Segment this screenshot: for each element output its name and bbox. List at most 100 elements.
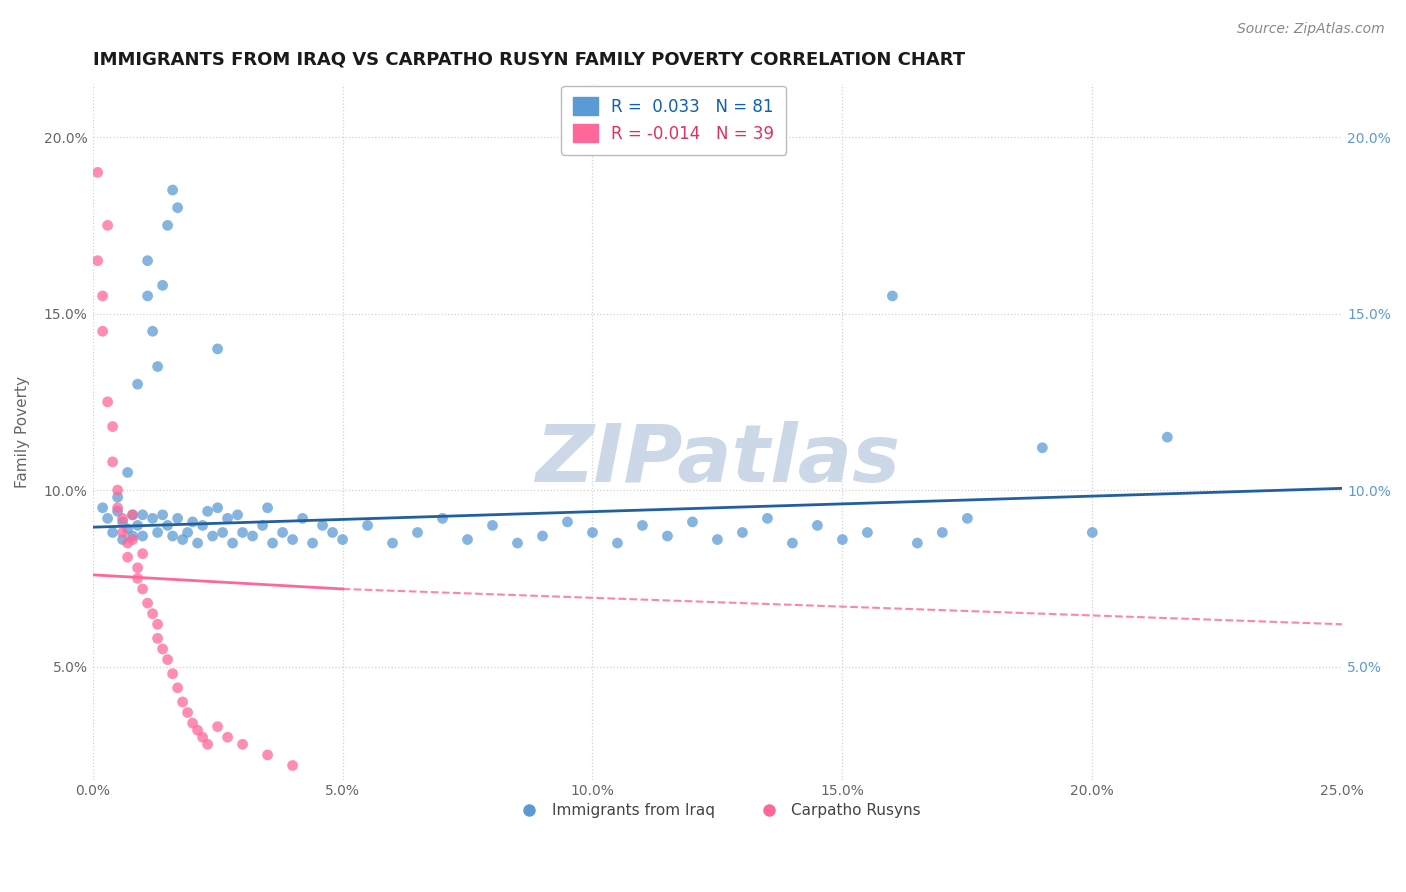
Point (207, 500, 229, 515)
Point (176, 525, 198, 540)
Point (232, 737, 254, 751)
Point (111, 515, 134, 529)
Point (101, 525, 124, 540)
Point (1156, 430, 1178, 444)
Point (121, 508, 143, 522)
Point (156, 219, 179, 233)
Point (131, 508, 153, 522)
Point (136, 289, 159, 303)
Point (146, 525, 169, 540)
Point (301, 536, 323, 550)
Point (172, 695, 194, 709)
Point (191, 518, 214, 533)
Point (531, 529, 554, 543)
Point (131, 529, 153, 543)
Point (207, 720, 229, 734)
Point (136, 253, 159, 268)
Point (457, 533, 479, 547)
Point (506, 536, 529, 550)
Point (131, 547, 153, 561)
Point (782, 536, 804, 550)
Point (142, 324, 165, 338)
Point (406, 525, 429, 540)
Point (127, 518, 149, 533)
Point (322, 525, 344, 540)
Point (142, 511, 165, 525)
Point (172, 533, 194, 547)
Point (197, 504, 219, 518)
Point (191, 731, 214, 745)
Point (86, 165, 108, 179)
Point (481, 518, 503, 533)
Point (232, 525, 254, 540)
Point (1081, 525, 1104, 540)
Point (152, 642, 174, 657)
Point (146, 359, 169, 374)
Point (146, 617, 169, 632)
Point (657, 529, 679, 543)
Point (146, 632, 169, 646)
Point (252, 518, 274, 533)
Point (156, 652, 179, 666)
Point (117, 550, 139, 565)
Point (226, 508, 249, 522)
Text: IMMIGRANTS FROM IRAQ VS CARPATHO RUSYN FAMILY POVERTY CORRELATION CHART: IMMIGRANTS FROM IRAQ VS CARPATHO RUSYN F… (93, 51, 965, 69)
Point (166, 201, 188, 215)
Point (806, 518, 828, 533)
Point (121, 508, 143, 522)
Point (91, 500, 114, 515)
Point (882, 289, 904, 303)
Point (121, 529, 143, 543)
Point (381, 536, 404, 550)
Point (136, 596, 159, 610)
Text: ZIPatlas: ZIPatlas (534, 421, 900, 499)
Point (97, 511, 120, 525)
Point (681, 515, 703, 529)
Point (101, 455, 124, 469)
Point (162, 666, 184, 681)
Point (166, 511, 188, 525)
Point (107, 483, 129, 497)
Point (187, 536, 209, 550)
Point (856, 525, 879, 540)
Point (291, 511, 314, 525)
Y-axis label: Family Poverty: Family Poverty (15, 376, 30, 488)
Point (432, 511, 454, 525)
Point (121, 533, 143, 547)
Point (142, 607, 165, 621)
Point (176, 706, 198, 720)
Legend: Immigrants from Iraq, Carpatho Rusyns: Immigrants from Iraq, Carpatho Rusyns (508, 797, 927, 824)
Point (166, 681, 188, 695)
Point (706, 533, 728, 547)
Point (162, 183, 184, 197)
Point (756, 511, 779, 525)
Point (356, 518, 378, 533)
Point (152, 278, 174, 293)
Point (207, 342, 229, 356)
Point (606, 536, 628, 550)
Point (256, 747, 278, 762)
Point (97, 219, 120, 233)
Point (127, 377, 149, 392)
Point (111, 533, 134, 547)
Point (152, 508, 174, 522)
Point (127, 571, 149, 585)
Point (107, 504, 129, 518)
Point (97, 395, 120, 409)
Point (127, 561, 149, 575)
Point (107, 500, 129, 515)
Point (162, 529, 184, 543)
Point (211, 525, 233, 540)
Point (217, 511, 239, 525)
Point (956, 511, 979, 525)
Point (557, 515, 579, 529)
Point (111, 525, 134, 540)
Point (905, 536, 928, 550)
Point (332, 533, 354, 547)
Point (187, 723, 209, 738)
Point (831, 533, 853, 547)
Point (91, 289, 114, 303)
Point (581, 525, 603, 540)
Point (281, 758, 304, 772)
Point (631, 518, 654, 533)
